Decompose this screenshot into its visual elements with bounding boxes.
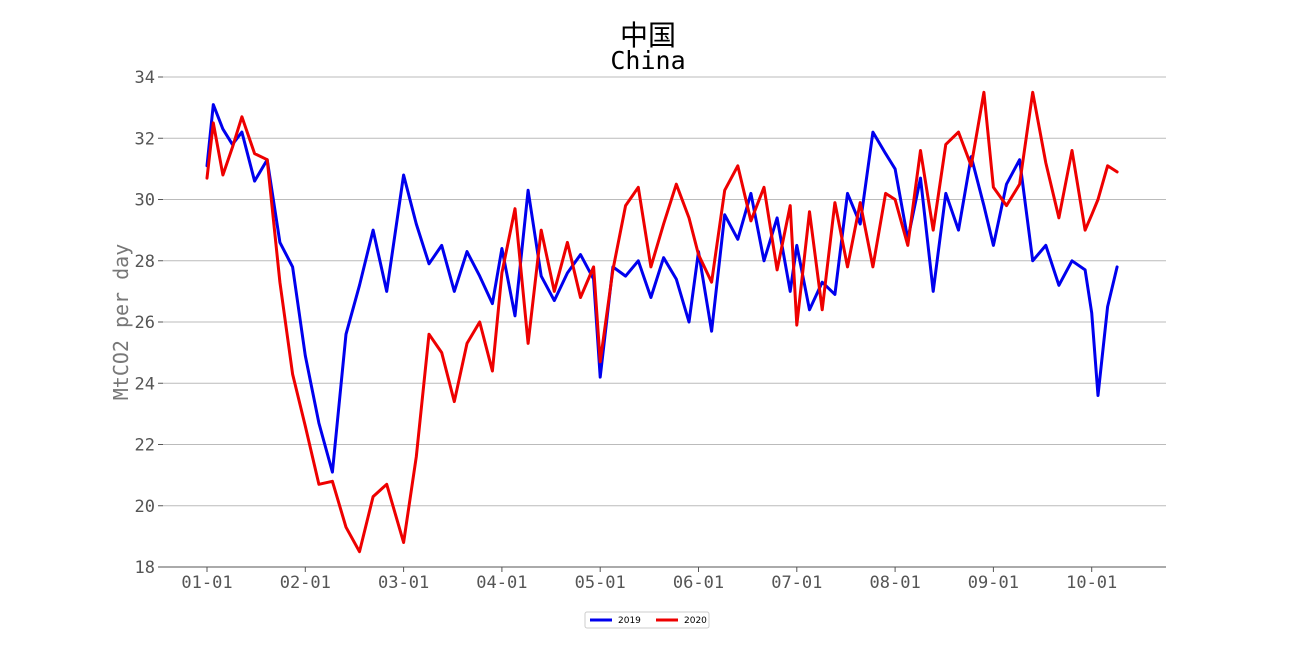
x-tick-label: 06-01 <box>673 573 724 593</box>
y-tick-label: 26 <box>135 313 155 333</box>
y-tick-label: 28 <box>135 252 155 272</box>
y-axis-label: MtCO2 per day <box>109 244 133 401</box>
legend: 2019 2020 <box>584 611 710 629</box>
legend-box <box>584 611 710 629</box>
x-tick-label: 09-01 <box>968 573 1019 593</box>
chart-subtitle: China <box>610 46 686 75</box>
x-tick-label: 02-01 <box>280 573 331 593</box>
x-tick-label: 08-01 <box>870 573 921 593</box>
x-tick-label: 05-01 <box>575 573 626 593</box>
series-line-2019 <box>205 103 1119 474</box>
series-line-2020 <box>205 90 1119 554</box>
x-tick-labels: 01-01 02-01 03-01 04-01 05-01 06-01 07-01 08-01… <box>181 567 1117 593</box>
x-tick-label: 04-01 <box>476 573 527 593</box>
x-tick-label: 07-01 <box>771 573 822 593</box>
grid-lines <box>163 76 1166 507</box>
y-tick-label: 24 <box>135 374 155 394</box>
x-tick-label: 10-01 <box>1066 573 1117 593</box>
legend-label-2019: 2019 <box>618 616 641 626</box>
series-lines <box>205 90 1119 554</box>
y-tick-label: 34 <box>135 68 155 88</box>
y-tick-label: 22 <box>135 436 155 456</box>
y-tick-label: 30 <box>135 191 155 211</box>
chart-title: 中国 <box>619 19 676 52</box>
x-tick-label: 03-01 <box>378 573 429 593</box>
legend-label-2020: 2020 <box>684 616 707 626</box>
y-tick-label: 32 <box>135 129 155 149</box>
y-tick-label: 18 <box>135 558 155 578</box>
y-tick-labels: 18 20 22 24 26 28 30 32 34 <box>135 68 163 578</box>
x-tick-label: 01-01 <box>181 573 232 593</box>
y-tick-label: 20 <box>135 497 155 517</box>
